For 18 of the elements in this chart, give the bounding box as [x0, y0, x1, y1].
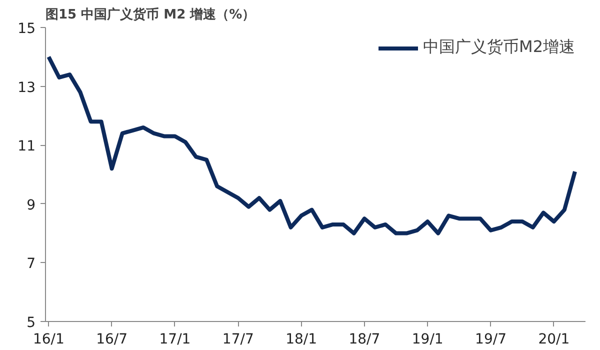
- y-tick-label: 9: [26, 197, 36, 214]
- x-tick-label: 18/7: [348, 332, 380, 348]
- x-tick-label: 16/7: [96, 332, 128, 348]
- y-tick-label: 5: [26, 315, 36, 331]
- x-tick-label: 17/1: [159, 332, 191, 348]
- x-tick-label: 16/1: [32, 332, 64, 348]
- x-tick-label: 20/1: [538, 332, 570, 348]
- x-tick-label: 19/1: [412, 332, 444, 348]
- y-tick-label: 13: [18, 80, 36, 96]
- chart-title: 图15 中国广义货币 M2 增速（%）: [46, 6, 256, 22]
- legend-label: 中国广义货币M2增速: [423, 37, 575, 58]
- x-tick-label: 18/1: [286, 332, 318, 348]
- x-tick-label: 17/7: [222, 332, 254, 348]
- x-tick-label: 19/7: [475, 332, 506, 348]
- y-tick-label: 15: [18, 21, 36, 37]
- y-tick-label: 7: [26, 256, 36, 272]
- line-series: [46, 54, 577, 236]
- y-tick-label: 11: [18, 138, 36, 155]
